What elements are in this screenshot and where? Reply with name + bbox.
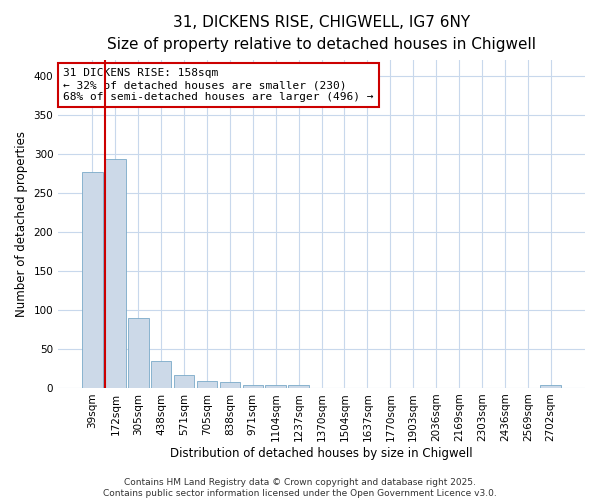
Bar (174, 376, 194, 388)
Bar (541, 386, 561, 388)
X-axis label: Distribution of detached houses by size in Chigwell: Distribution of detached houses by size … (170, 447, 473, 460)
Bar (82, 172, 103, 388)
Bar (105, 158, 125, 388)
Bar (242, 384, 263, 388)
Bar (151, 362, 172, 388)
Bar (220, 382, 240, 388)
Title: 31, DICKENS RISE, CHIGWELL, IG7 6NY
Size of property relative to detached houses: 31, DICKENS RISE, CHIGWELL, IG7 6NY Size… (107, 15, 536, 52)
Bar (128, 318, 149, 388)
Bar (265, 386, 286, 388)
Bar (289, 384, 309, 388)
Text: Contains HM Land Registry data © Crown copyright and database right 2025.
Contai: Contains HM Land Registry data © Crown c… (103, 478, 497, 498)
Y-axis label: Number of detached properties: Number of detached properties (15, 131, 28, 317)
Bar (197, 381, 217, 388)
Text: 31 DICKENS RISE: 158sqm
← 32% of detached houses are smaller (230)
68% of semi-d: 31 DICKENS RISE: 158sqm ← 32% of detache… (64, 68, 374, 102)
